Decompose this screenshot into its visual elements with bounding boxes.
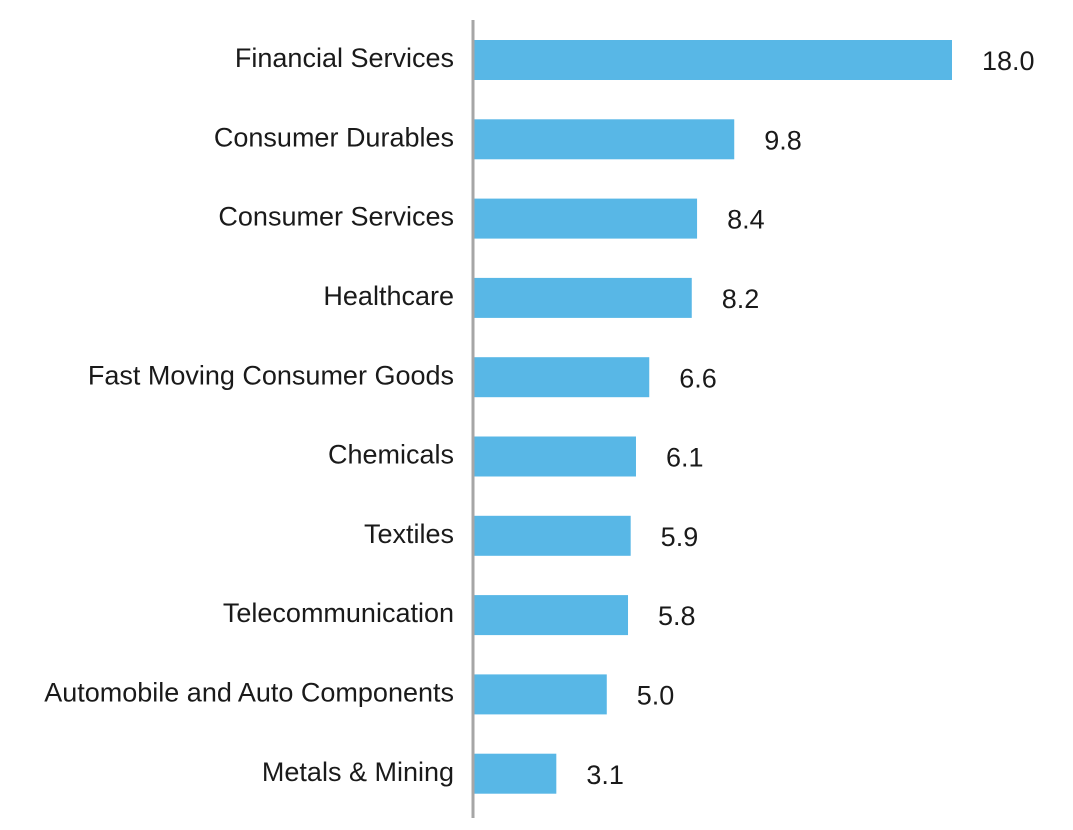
value-label: 5.0 bbox=[637, 681, 675, 711]
category-label: Automobile and Auto Components bbox=[44, 678, 454, 708]
category-label: Healthcare bbox=[323, 281, 454, 311]
category-label: Consumer Services bbox=[218, 202, 454, 232]
category-label: Fast Moving Consumer Goods bbox=[88, 360, 454, 390]
value-label: 8.2 bbox=[722, 284, 760, 314]
category-label: Telecommunication bbox=[223, 598, 454, 628]
bar bbox=[474, 753, 557, 794]
bar bbox=[474, 674, 607, 715]
bar bbox=[474, 198, 698, 239]
value-label: 18.0 bbox=[982, 46, 1035, 76]
value-labels: 18.0 9.8 8.4 8.2 6.6 6.1 5.9 5.8 5.0 3.1 bbox=[586, 46, 1034, 790]
category-label: Chemicals bbox=[328, 440, 454, 470]
category-labels: Financial Services Consumer Durables Consu… bbox=[44, 43, 454, 787]
value-label: 3.1 bbox=[586, 760, 624, 790]
bar bbox=[474, 515, 631, 556]
bar bbox=[474, 436, 636, 477]
bar bbox=[474, 119, 735, 160]
bars-layer bbox=[474, 40, 952, 794]
value-label: 9.8 bbox=[764, 125, 802, 155]
bar bbox=[474, 277, 692, 318]
value-label: 5.8 bbox=[658, 601, 696, 631]
category-label: Consumer Durables bbox=[214, 122, 454, 152]
bar bbox=[474, 595, 629, 636]
bar bbox=[474, 357, 650, 398]
bar bbox=[474, 40, 952, 80]
category-label: Financial Services bbox=[235, 43, 454, 73]
category-label: Textiles bbox=[364, 519, 454, 549]
value-label: 8.4 bbox=[727, 205, 765, 235]
value-label: 6.1 bbox=[666, 443, 704, 473]
value-label: 5.9 bbox=[661, 522, 699, 552]
category-label: Metals & Mining bbox=[262, 757, 454, 787]
value-label: 6.6 bbox=[679, 363, 717, 393]
